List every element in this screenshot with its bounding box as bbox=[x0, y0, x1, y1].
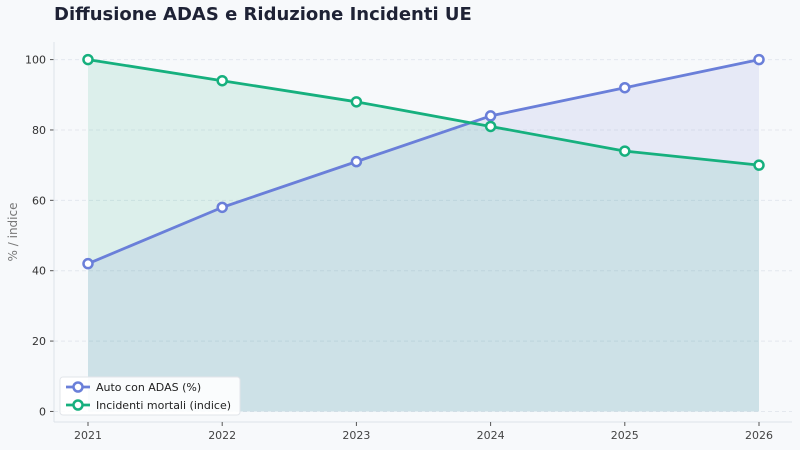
series-line-2 bbox=[86, 58, 761, 167]
data-point-1 bbox=[350, 155, 363, 168]
y-tick-label: 20 bbox=[32, 335, 46, 348]
y-axis-label: % / indice bbox=[6, 203, 20, 262]
data-point-1 bbox=[619, 81, 631, 94]
legend-swatch-marker bbox=[72, 399, 84, 411]
data-point-2 bbox=[753, 159, 765, 171]
x-tick-label: 2021 bbox=[74, 429, 102, 442]
data-point-2 bbox=[484, 120, 497, 133]
y-tick-label: 0 bbox=[39, 405, 46, 418]
plot-area bbox=[54, 42, 792, 422]
x-tick-label: 2026 bbox=[745, 429, 773, 442]
data-point-2 bbox=[216, 74, 228, 87]
data-point-1 bbox=[216, 201, 228, 214]
y-tick-label: 100 bbox=[25, 54, 46, 67]
chart-title: Diffusione ADAS e Riduzione Incidenti UE bbox=[54, 4, 472, 25]
series-area-1 bbox=[88, 59, 759, 412]
series-line-1 bbox=[86, 58, 761, 266]
data-point-1 bbox=[753, 53, 765, 66]
data-point-2 bbox=[82, 53, 94, 66]
legend-label: Auto con ADAS (%) bbox=[96, 381, 201, 394]
y-tick-label: 40 bbox=[32, 265, 46, 278]
data-point-1 bbox=[484, 110, 497, 122]
data-point-2 bbox=[350, 96, 363, 108]
data-point-1 bbox=[82, 257, 94, 270]
legend-box bbox=[59, 376, 241, 416]
series-area-2 bbox=[88, 59, 759, 412]
legend-label: Incidenti mortali (indice) bbox=[96, 399, 231, 412]
x-tick-label: 2025 bbox=[611, 429, 639, 442]
data-point-2 bbox=[619, 145, 631, 157]
y-tick-label: 60 bbox=[32, 194, 46, 207]
legend-swatch-marker bbox=[72, 381, 84, 393]
x-tick-label: 2023 bbox=[342, 429, 370, 442]
y-tick-label: 80 bbox=[32, 124, 46, 137]
x-tick-label: 2024 bbox=[477, 429, 505, 442]
x-tick-label: 2022 bbox=[208, 429, 236, 442]
